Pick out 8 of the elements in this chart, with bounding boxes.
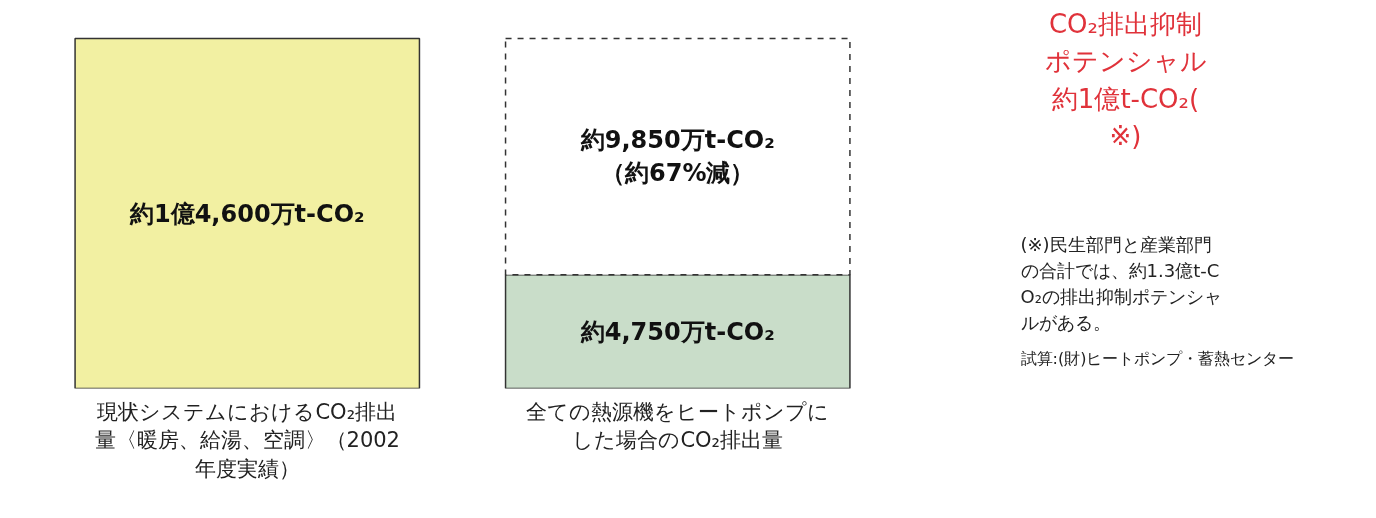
x-tick-label: 全ての熱源機をヒートポンプにした場合のCO₂排出量 [526, 399, 830, 453]
text: 試算:(財)ヒートポンプ・蓄熱センター [1020, 348, 1295, 368]
data-label: 約1億4,600万t-CO₂ [128, 199, 365, 228]
data-label: 約4,750万t-CO₂ [579, 317, 775, 346]
text: (※)民生部門と産業部門の合計では、約1.3億t-CO₂の排出抑制ポテンシャルがある。 [1020, 233, 1222, 334]
text: CO₂排出抑制ポテンシャル約1億t-CO₂(※) [1044, 8, 1207, 151]
x-tick-label: 現状システムにおけるCO₂排出量〈暖房、給湯、空調〉（2002年度実績） [94, 399, 400, 482]
data-label: 約9,850万t-CO₂ （約67%減） [579, 125, 775, 188]
